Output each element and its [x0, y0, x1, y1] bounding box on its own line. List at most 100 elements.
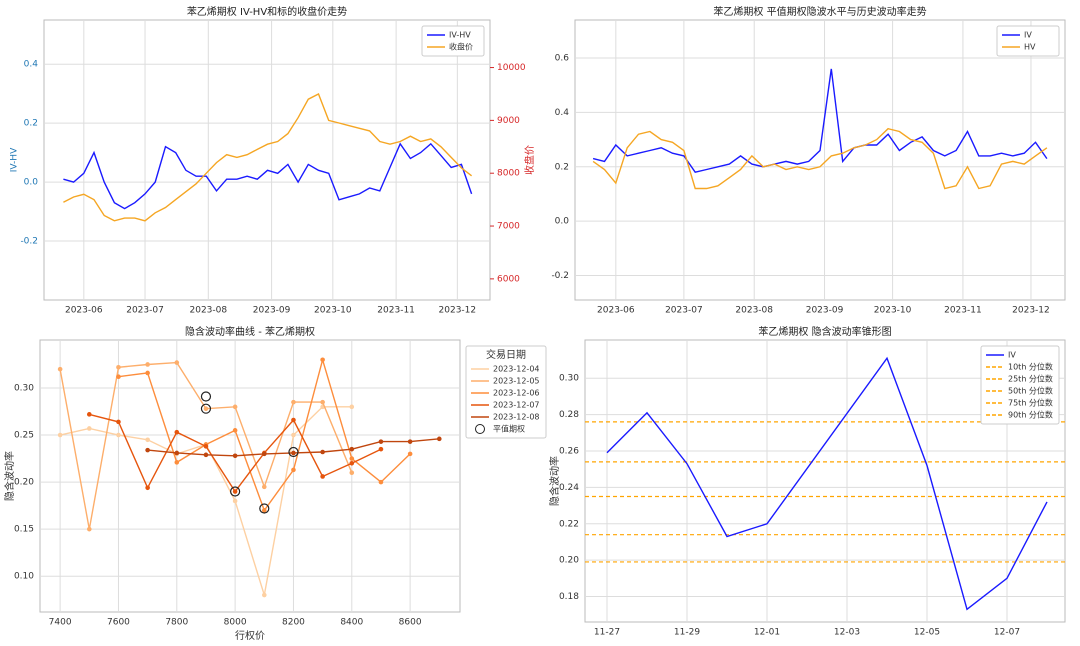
series-marker — [86, 412, 92, 417]
chart-title: 苯乙烯期权 平值期权隐波水平与历史波动率走势 — [713, 5, 926, 18]
series-marker — [232, 428, 238, 433]
x-tick-label: 2023-09 — [806, 306, 844, 316]
x-tick-label: 8200 — [282, 618, 305, 628]
series-marker — [116, 364, 121, 370]
atm-marker — [259, 503, 270, 514]
series-marker — [407, 451, 413, 457]
legend-label: 2023-12-07 — [493, 401, 540, 410]
series-marker — [57, 432, 63, 438]
legend-label: 2023-12-06 — [493, 389, 540, 398]
legend-label: IV — [1024, 31, 1032, 40]
series-marker — [349, 404, 355, 410]
series-marker — [436, 436, 442, 442]
x-tick-label: 2023-12 — [1012, 306, 1050, 316]
series-marker — [407, 439, 413, 444]
legend-title: 交易日期 — [486, 348, 526, 361]
y-tick-label: 0.4 — [555, 108, 570, 118]
series-marker — [145, 447, 150, 453]
series-marker — [378, 446, 384, 452]
y-tick-label: 0.0 — [555, 217, 570, 227]
series-marker — [349, 446, 355, 452]
y2-tick-label: 7000 — [497, 222, 520, 232]
x-tick-label: 8600 — [399, 618, 422, 628]
plot-area — [39, 339, 461, 613]
series-line — [63, 93, 473, 222]
x-tick-label: 7600 — [107, 618, 130, 628]
legend-label: HV — [1024, 43, 1036, 52]
series-marker — [378, 479, 384, 485]
series-marker — [232, 404, 238, 410]
x-tick-label: 2023-08 — [190, 306, 228, 316]
y-tick-label: 0.2 — [24, 119, 38, 129]
y-tick-label: -0.2 — [20, 237, 38, 247]
x-tick-label: 12-05 — [914, 628, 940, 638]
y-tick-label: 0.30 — [14, 384, 34, 394]
y-axis-label: 隐含波动率 — [3, 451, 16, 501]
legend-label: IV — [1008, 351, 1016, 360]
y-tick-label: 0.18 — [559, 592, 579, 602]
y-tick-label: 0.15 — [14, 525, 34, 535]
legend-label: 收盘价 — [449, 42, 473, 52]
legend-label: 平值期权 — [493, 424, 525, 434]
y-tick-label: 0.24 — [559, 483, 579, 493]
y2-axis-label: 收盘价 — [523, 145, 536, 175]
series-marker — [145, 362, 150, 367]
legend-box — [980, 345, 1060, 425]
series-marker — [320, 399, 325, 405]
series-marker — [116, 419, 121, 425]
legend-box — [996, 25, 1060, 57]
x-tick-label: 2023-06 — [65, 306, 103, 316]
chart-title: 苯乙烯期权 隐含波动率锥形图 — [758, 325, 891, 338]
plot-area — [43, 19, 491, 301]
series-marker — [145, 437, 150, 443]
x-tick-label: 7800 — [165, 618, 188, 628]
y-tick-label: 0.10 — [14, 572, 34, 582]
legend-swatch — [475, 424, 485, 434]
x-tick-label: 8400 — [340, 618, 363, 628]
x-tick-label: 12-01 — [754, 628, 780, 638]
series-marker — [291, 417, 296, 423]
y-axis-label: IV-HV — [10, 147, 20, 172]
series-marker — [378, 439, 384, 444]
y-tick-label: 0.4 — [24, 60, 39, 70]
series-marker — [349, 470, 355, 476]
x-tick-label: 2023-08 — [735, 306, 773, 316]
y-tick-label: 0.25 — [14, 431, 34, 441]
x-tick-label: 2023-11 — [944, 306, 982, 316]
series-marker — [349, 456, 355, 461]
x-tick-label: 12-03 — [834, 628, 860, 638]
y2-tick-label: 10000 — [497, 63, 526, 73]
series-marker — [320, 474, 325, 479]
series-marker — [116, 374, 121, 380]
series-marker — [174, 460, 180, 465]
y-tick-label: 0.0 — [24, 178, 39, 188]
series-marker — [261, 484, 267, 490]
series-marker — [86, 526, 92, 532]
y2-tick-label: 6000 — [497, 274, 520, 284]
y-tick-label: 0.20 — [14, 478, 34, 488]
series-marker — [174, 360, 180, 365]
atm-marker — [200, 391, 212, 402]
legend-label: 50th 分位数 — [1008, 386, 1053, 396]
series-marker — [203, 444, 209, 449]
series-marker — [232, 489, 238, 494]
x-tick-label: 2023-10 — [314, 306, 352, 316]
legend-box — [421, 25, 485, 57]
series-marker — [57, 366, 63, 372]
x-tick-label: 2023-11 — [377, 306, 415, 316]
y-tick-label: 0.22 — [559, 519, 579, 529]
x-axis-label: 行权价 — [235, 629, 265, 642]
y-tick-label: 0.30 — [559, 374, 579, 384]
series-marker — [291, 467, 296, 473]
x-tick-label: 2023-09 — [253, 306, 291, 316]
series-line — [592, 127, 1048, 190]
legend-label: 75th 分位数 — [1008, 398, 1053, 408]
x-tick-label: 2023-10 — [874, 306, 912, 316]
legend-label: 2023-12-05 — [493, 377, 540, 386]
x-tick-label: 2023-06 — [597, 306, 635, 316]
y2-tick-label: 8000 — [497, 169, 520, 179]
plot-area — [574, 19, 1066, 301]
x-tick-label: 7400 — [49, 618, 72, 628]
series-marker — [291, 399, 296, 405]
